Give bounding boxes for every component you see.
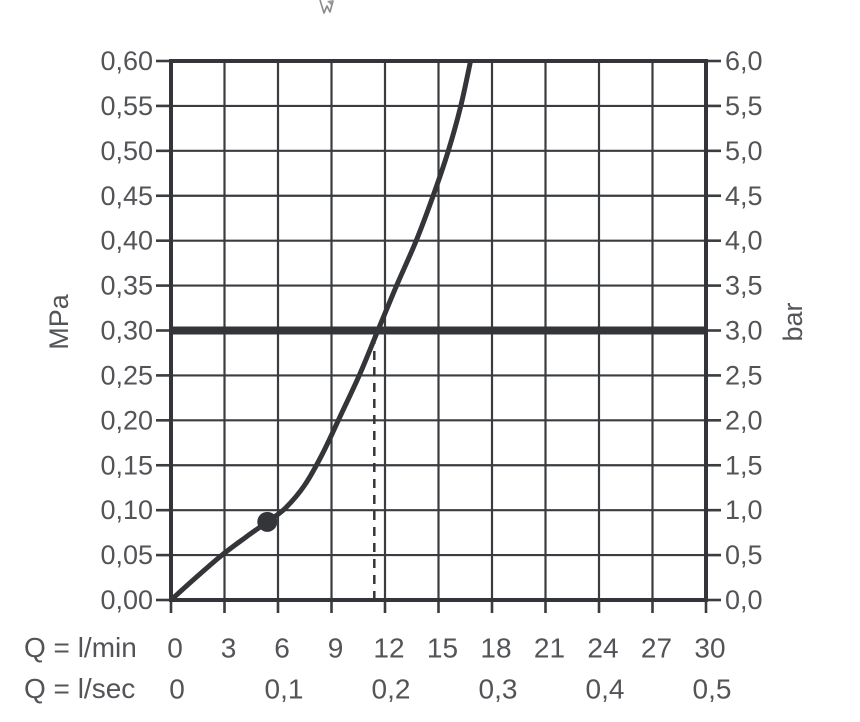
x-lsec-tick-label: 0,1 xyxy=(265,674,304,705)
y-left-tick-label: 0,25 xyxy=(100,360,153,390)
x-lmin-tick-label: 15 xyxy=(427,633,458,664)
x-lmin-tick-label: 9 xyxy=(328,633,344,664)
x-lmin-tick-label: 3 xyxy=(221,633,237,664)
y-right-tick-label: 3,0 xyxy=(725,316,763,346)
x-lmin-tick-label: 24 xyxy=(587,633,618,664)
flow-curve xyxy=(169,59,474,602)
x-lmin-tick-label: 21 xyxy=(534,633,565,664)
operating-point-marker xyxy=(257,511,278,532)
y-right-tick-label: 4,5 xyxy=(725,181,763,211)
y-left-tick-label: 0,60 xyxy=(100,46,153,76)
y-right-tick-label: 5,0 xyxy=(725,136,763,166)
x-lsec-tick-label: 0,2 xyxy=(372,674,411,705)
mouse-cursor-icon xyxy=(314,0,340,18)
y-right-tick-label: 3,5 xyxy=(725,271,763,301)
x-lmin-tick-label: 0 xyxy=(167,633,183,664)
x-lmin-tick-label: 6 xyxy=(274,633,290,664)
y-left-tick-label: 0,20 xyxy=(100,405,153,435)
y-left-tick-label: 0,30 xyxy=(100,316,153,346)
x-lmin-tick-label: 30 xyxy=(694,633,725,664)
y-left-tick-label: 0,50 xyxy=(100,136,153,166)
x-lsec-tick-label: 0 xyxy=(169,674,185,705)
x-lmin-tick-label: 12 xyxy=(373,633,404,664)
y-right-tick-label: 6,0 xyxy=(725,46,763,76)
y-left-tick-label: 0,35 xyxy=(100,271,153,301)
x-lsec-tick-label: 0,3 xyxy=(479,674,518,705)
x-lmin-tick-label: 27 xyxy=(641,633,672,664)
x-lsec-tick-label: 0,5 xyxy=(693,674,732,705)
x-axis-lmin-label: Q = l/min xyxy=(24,632,137,663)
y-right-tick-label: 4,0 xyxy=(725,226,763,256)
y-left-tick-label: 0,10 xyxy=(100,495,153,525)
y-right-tick-label: 1,0 xyxy=(725,495,763,525)
y-left-tick-label: 0,00 xyxy=(100,585,153,615)
y-right-tick-label: 2,5 xyxy=(725,360,763,390)
y-right-tick-label: 0,0 xyxy=(725,585,763,615)
y-left-tick-label: 0,45 xyxy=(100,181,153,211)
axis-tick-marks xyxy=(156,59,721,613)
x-lsec-tick-label: 0,4 xyxy=(586,674,625,705)
y-right-unit-label: bar xyxy=(778,302,808,342)
y-left-unit-label: MPa xyxy=(44,294,74,350)
y-right-tick-label: 1,5 xyxy=(725,450,763,480)
x-lmin-tick-label: 18 xyxy=(480,633,511,664)
y-right-tick-label: 2,0 xyxy=(725,405,763,435)
y-right-tick-label: 5,5 xyxy=(725,91,763,121)
grid-lines xyxy=(171,61,706,600)
y-left-tick-label: 0,55 xyxy=(100,91,153,121)
y-left-tick-label: 0,15 xyxy=(100,450,153,480)
y-right-tick-label: 0,5 xyxy=(725,540,763,570)
x-axis-lsec-label: Q = l/sec xyxy=(24,673,136,704)
y-left-tick-label: 0,40 xyxy=(100,226,153,256)
y-left-tick-label: 0,05 xyxy=(100,540,153,570)
